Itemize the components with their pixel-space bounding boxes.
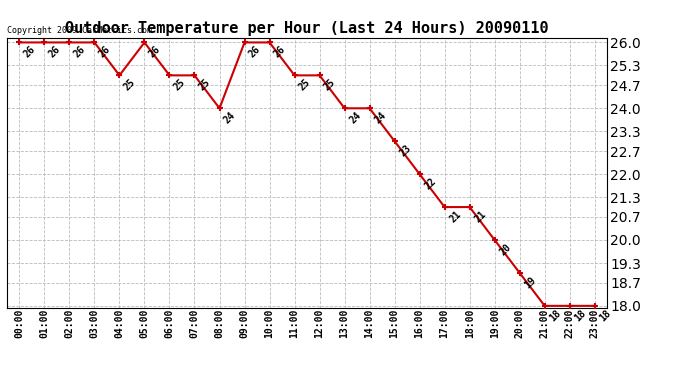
Title: Outdoor Temperature per Hour (Last 24 Hours) 20090110: Outdoor Temperature per Hour (Last 24 Ho… bbox=[66, 21, 549, 36]
Text: 18: 18 bbox=[547, 308, 563, 323]
Text: 25: 25 bbox=[172, 77, 188, 93]
Text: 18: 18 bbox=[573, 308, 588, 323]
Text: 26: 26 bbox=[97, 44, 112, 60]
Text: 26: 26 bbox=[147, 44, 163, 60]
Text: 21: 21 bbox=[473, 209, 488, 224]
Text: 22: 22 bbox=[422, 176, 437, 191]
Text: 26: 26 bbox=[247, 44, 263, 60]
Text: 26: 26 bbox=[47, 44, 63, 60]
Text: 24: 24 bbox=[222, 110, 237, 126]
Text: 26: 26 bbox=[22, 44, 37, 60]
Text: 25: 25 bbox=[197, 77, 213, 93]
Text: 19: 19 bbox=[522, 275, 538, 290]
Text: 21: 21 bbox=[447, 209, 463, 224]
Text: 24: 24 bbox=[347, 110, 363, 126]
Text: 26: 26 bbox=[273, 44, 288, 60]
Text: 18: 18 bbox=[598, 308, 613, 323]
Text: 23: 23 bbox=[397, 143, 413, 159]
Text: 20: 20 bbox=[497, 242, 513, 257]
Text: 24: 24 bbox=[373, 110, 388, 126]
Text: 25: 25 bbox=[122, 77, 137, 93]
Text: 25: 25 bbox=[322, 77, 337, 93]
Text: Copyright 2009 CarMetrics.com: Copyright 2009 CarMetrics.com bbox=[7, 26, 152, 35]
Text: 25: 25 bbox=[297, 77, 313, 93]
Text: 26: 26 bbox=[72, 44, 88, 60]
